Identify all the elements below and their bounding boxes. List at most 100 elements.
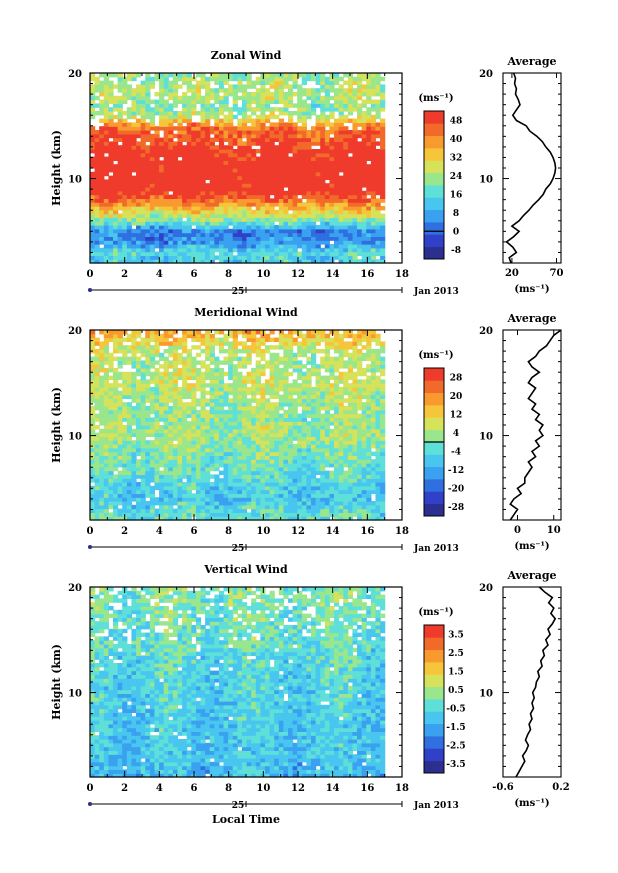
heatmap-cell bbox=[301, 103, 307, 108]
heatmap-cell bbox=[159, 451, 165, 456]
heatmap-cell bbox=[113, 84, 119, 89]
heatmap-cell bbox=[329, 168, 335, 173]
heatmap-cell bbox=[145, 179, 151, 184]
heatmap-cell bbox=[149, 493, 156, 498]
heatmap-cell bbox=[149, 444, 156, 449]
heatmap-cell bbox=[370, 440, 377, 445]
heatmap-cell bbox=[297, 470, 303, 475]
heatmap-cell bbox=[149, 512, 156, 517]
heatmap-cell bbox=[168, 497, 174, 502]
heatmap-cell bbox=[145, 206, 151, 211]
heatmap-cell bbox=[311, 111, 317, 116]
heatmap-cell bbox=[205, 107, 211, 112]
heatmap-cell bbox=[380, 501, 386, 506]
heatmap-cell bbox=[214, 145, 220, 150]
heatmap-cell bbox=[191, 217, 197, 222]
heatmap-cell bbox=[191, 247, 197, 253]
heatmap-cell bbox=[255, 183, 261, 188]
heatmap-cell bbox=[255, 474, 261, 479]
heatmap-cell bbox=[177, 232, 183, 237]
heatmap-cell bbox=[366, 111, 372, 116]
heatmap-cell bbox=[103, 99, 110, 104]
heatmap-cell bbox=[159, 76, 165, 82]
heatmap-cell bbox=[246, 516, 252, 521]
heatmap-cell bbox=[168, 225, 174, 230]
heatmap-cell bbox=[195, 171, 202, 177]
heatmap-cell bbox=[159, 474, 165, 479]
heatmap-cell bbox=[264, 232, 271, 237]
heatmap-cell bbox=[131, 149, 137, 154]
heatmap-cell bbox=[163, 111, 169, 116]
heatmap-cell bbox=[163, 501, 169, 506]
heatmap-cell bbox=[297, 95, 303, 101]
heatmap-cell bbox=[375, 497, 381, 502]
heatmap-cell bbox=[278, 80, 284, 85]
heatmap-cell bbox=[311, 259, 317, 264]
heatmap-cell bbox=[264, 99, 271, 104]
heatmap-cell bbox=[338, 432, 344, 437]
heatmap-cell bbox=[361, 156, 367, 161]
heatmap-cell bbox=[380, 160, 386, 165]
heatmap-cell bbox=[99, 421, 105, 426]
heatmap-cell bbox=[140, 255, 146, 260]
heatmap-cell bbox=[366, 126, 372, 131]
heatmap-cell bbox=[260, 240, 266, 245]
heatmap-cell bbox=[375, 99, 381, 104]
heatmap-cell bbox=[301, 417, 307, 422]
heatmap-cell bbox=[232, 459, 238, 464]
heatmap-cell bbox=[301, 259, 307, 264]
heatmap-cell bbox=[108, 409, 114, 415]
heatmap-cell bbox=[283, 244, 289, 249]
heatmap-cell bbox=[283, 501, 289, 506]
heatmap-cell bbox=[366, 444, 372, 449]
heatmap-cell bbox=[108, 478, 114, 483]
heatmap-cell bbox=[241, 409, 248, 415]
heatmap-cell bbox=[108, 236, 114, 241]
heatmap-cell bbox=[182, 156, 188, 161]
heatmap-cell bbox=[163, 149, 169, 154]
heatmap-cell bbox=[149, 425, 156, 430]
heatmap-cell bbox=[140, 149, 146, 154]
heatmap-cell bbox=[343, 232, 349, 237]
heatmap-cell bbox=[343, 459, 349, 464]
heatmap-cell bbox=[343, 130, 349, 135]
heatmap-cell bbox=[168, 114, 174, 120]
heatmap-cell bbox=[324, 516, 331, 521]
heatmap-cell bbox=[182, 417, 188, 422]
heatmap-cell bbox=[117, 425, 123, 430]
heatmap-cell bbox=[255, 440, 261, 445]
heatmap-cell bbox=[334, 92, 340, 97]
heatmap-cell bbox=[103, 444, 110, 449]
heatmap-cell bbox=[136, 122, 142, 127]
heatmap-cell bbox=[209, 447, 215, 453]
heatmap-cell bbox=[232, 501, 238, 506]
heatmap-cell bbox=[108, 202, 114, 207]
heatmap-cell bbox=[241, 183, 248, 188]
heatmap-cell bbox=[274, 512, 280, 517]
heatmap-cell bbox=[232, 92, 238, 97]
heatmap-cell bbox=[103, 107, 110, 112]
heatmap-cell bbox=[177, 194, 183, 199]
heatmap-cell bbox=[343, 133, 349, 139]
heatmap-cell bbox=[264, 76, 271, 82]
heatmap-cell bbox=[113, 485, 119, 491]
heatmap-cell bbox=[223, 171, 229, 177]
heatmap-cell bbox=[122, 474, 128, 479]
heatmap-cell bbox=[232, 168, 238, 173]
heatmap-cell bbox=[90, 425, 96, 430]
heatmap-cell bbox=[306, 259, 312, 264]
heatmap-cell bbox=[301, 168, 307, 173]
heatmap-cell bbox=[260, 251, 266, 256]
heatmap-cell bbox=[191, 190, 197, 196]
heatmap-cell bbox=[195, 95, 202, 101]
heatmap-cell bbox=[380, 187, 386, 192]
heatmap-cell bbox=[145, 122, 151, 127]
heatmap-cell bbox=[218, 149, 225, 154]
heatmap-cell bbox=[126, 122, 133, 127]
heatmap-cell bbox=[292, 183, 298, 188]
heatmap-cell bbox=[297, 103, 303, 108]
heatmap-cell bbox=[159, 432, 165, 437]
heatmap-cell bbox=[168, 413, 174, 418]
heatmap-cell bbox=[149, 225, 156, 230]
heatmap-cell bbox=[195, 80, 202, 85]
